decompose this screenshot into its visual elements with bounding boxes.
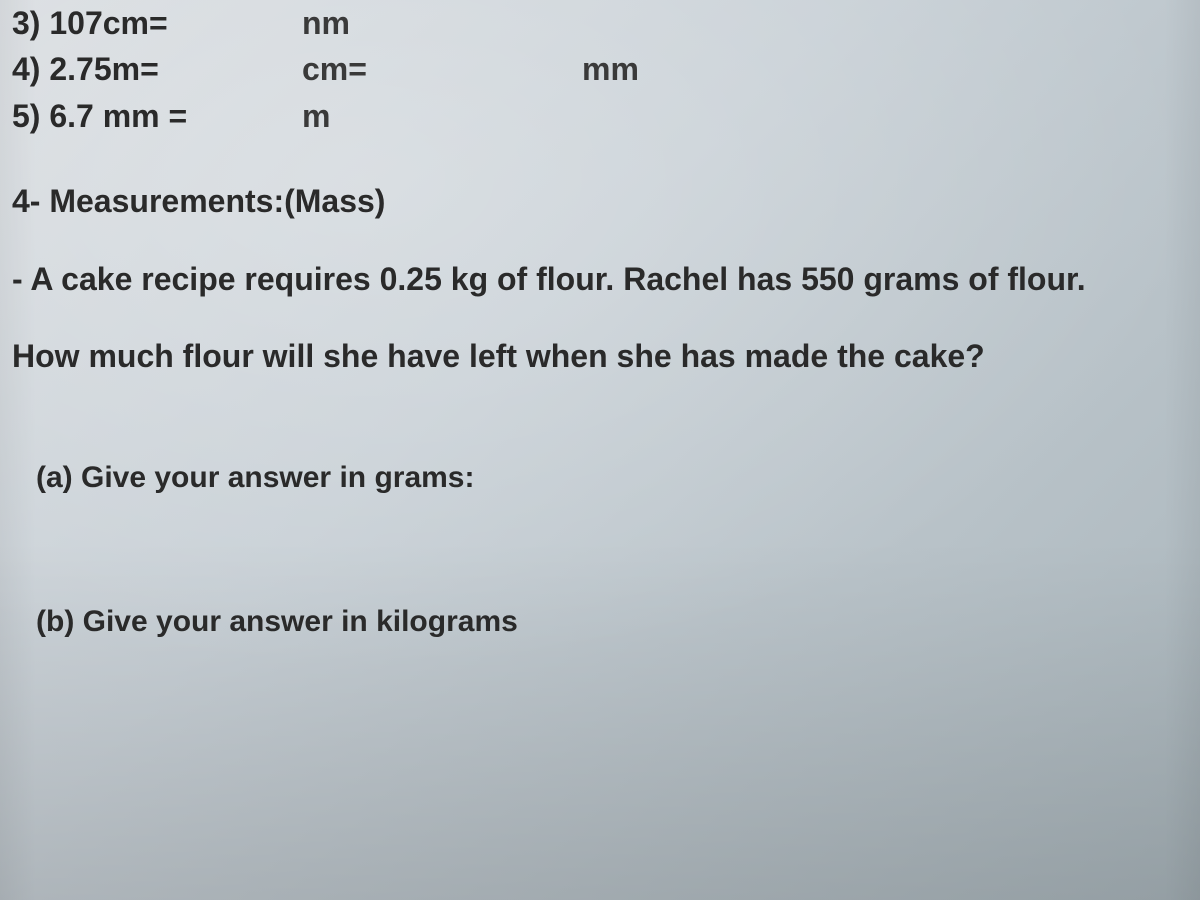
section-4-title: 4- Measurements:(Mass) (0, 183, 1200, 220)
worksheet-page: 3) 107cm= nm 4) 2.75m= cm= mm 5) 6.7 mm … (0, 0, 1200, 639)
conversion-mid-unit: m (302, 93, 582, 139)
part-a-prompt: (a) Give your answer in grams: (0, 461, 1200, 495)
conversion-lhs: 3) 107cm= (12, 0, 302, 46)
problem-line-2: How much flour will she have left when s… (12, 331, 1182, 382)
conversion-row-5: 5) 6.7 mm = m (0, 93, 1200, 139)
conversion-lhs: 5) 6.7 mm = (12, 93, 302, 139)
part-b-prompt: (b) Give your answer in kilograms (0, 605, 1200, 639)
problem-line-1: - A cake recipe requires 0.25 kg of flou… (12, 254, 1182, 305)
conversion-rhs-unit: mm (582, 46, 639, 92)
conversion-lhs: 4) 2.75m= (12, 46, 302, 92)
conversion-mid-unit: cm= (302, 46, 582, 92)
conversion-mid-unit: nm (302, 0, 582, 46)
mass-word-problem: - A cake recipe requires 0.25 kg of flou… (0, 254, 1200, 382)
conversion-row-4: 4) 2.75m= cm= mm (0, 46, 1200, 92)
conversion-row-3: 3) 107cm= nm (0, 0, 1200, 46)
